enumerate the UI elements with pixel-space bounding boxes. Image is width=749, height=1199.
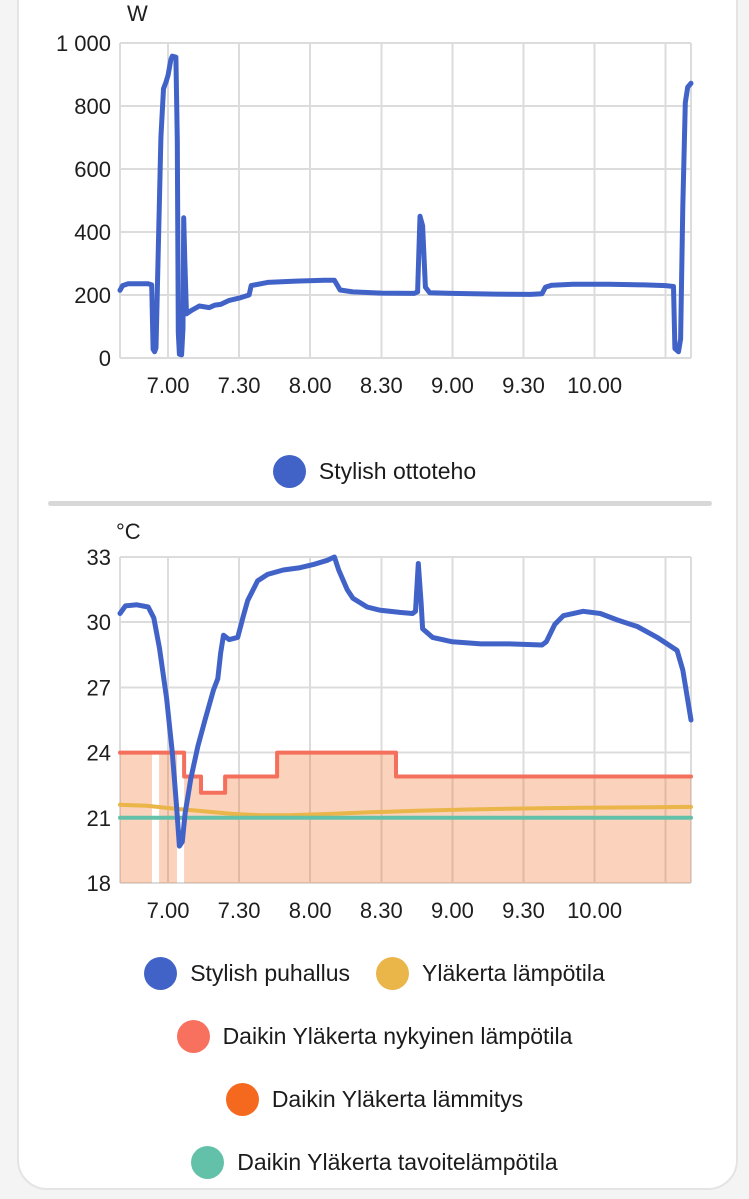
x-axis-tick-label: 10.00: [567, 373, 622, 398]
legend-row: Daikin Yläkerta tavoitelämpötila: [0, 1145, 749, 1179]
legend-label: Stylish puhallus: [190, 959, 350, 986]
y-axis-tick-label: 800: [74, 94, 111, 119]
x-axis-tick-label: 9.00: [431, 898, 474, 920]
x-axis-tick-label: 8.30: [360, 373, 403, 398]
y-axis-tick-label: 27: [87, 675, 111, 700]
legend-row: Daikin Yläkerta nykyinen lämpötila: [0, 1019, 749, 1053]
legend-item[interactable]: Daikin Yläkerta tavoitelämpötila: [191, 1145, 558, 1179]
legend-item[interactable]: Daikin Yläkerta nykyinen lämpötila: [176, 1019, 573, 1053]
legend-item[interactable]: Yläkerta lämpötila: [376, 956, 605, 990]
legend-item[interactable]: Stylish ottoteho: [272, 454, 477, 488]
legend-label: Yläkerta lämpötila: [422, 959, 605, 986]
legend-label: Stylish ottoteho: [318, 457, 477, 484]
legend-color-dot-icon: [225, 1082, 259, 1116]
x-axis-tick-label: 9.30: [502, 373, 545, 398]
x-axis-tick-label: 9.00: [431, 373, 474, 398]
legend-item[interactable]: Daikin Yläkerta lämmitys: [225, 1082, 524, 1116]
x-axis-tick-label: 8.00: [289, 898, 332, 920]
legend-color-dot-icon: [191, 1145, 225, 1179]
y-axis-tick-label: 33: [87, 545, 111, 570]
y-axis-tick-label: 18: [87, 871, 111, 896]
legend-color-dot-icon: [376, 956, 409, 990]
y-axis-tick-label: 400: [74, 220, 111, 245]
y-axis-tick-label: 600: [74, 157, 111, 182]
y-axis-tick-label: 200: [74, 283, 111, 308]
legend-row: Stylish ottoteho: [0, 454, 749, 488]
y-axis-tick-label: 1 000: [56, 31, 111, 56]
x-axis-tick-label: 8.30: [360, 898, 403, 920]
legend-label: Daikin Yläkerta tavoitelämpötila: [237, 1148, 558, 1175]
x-axis-tick-label: 7.30: [218, 898, 261, 920]
power-history-chart[interactable]: 0 200 400 600 800 1 000 7.00 7.30 8.00 8.30 9.00 9.…: [0, 0, 749, 410]
legend-item[interactable]: Stylish puhallus: [144, 956, 350, 990]
x-axis-tick-label: 10.00: [567, 898, 622, 920]
legend-color-dot-icon: [176, 1019, 210, 1053]
section-divider: [48, 501, 712, 506]
legend-color-dot-icon: [272, 454, 306, 488]
x-axis-tick-label: 7.00: [147, 898, 190, 920]
y-axis-tick-label: 0: [99, 346, 111, 371]
y-axis-tick-label: 24: [87, 741, 111, 766]
series-line: [117, 554, 694, 849]
temperature-history-chart[interactable]: 18 21 24 27 30 33 7.00 7.30 8.00 8.30 9.00 9.30 10.0…: [0, 510, 749, 920]
legend-color-dot-icon: [144, 956, 178, 990]
x-axis-tick-label: 7.30: [218, 373, 261, 398]
legend-row: Daikin Yläkerta lämmitys: [0, 1082, 749, 1116]
temperature-axis-unit: °C: [116, 519, 141, 544]
x-axis-tick-label: 7.00: [147, 373, 190, 398]
temperature-chart-legend: Stylish puhallus Yläkerta lämpötila Daikin…: [0, 956, 749, 1179]
power-axis-unit: W: [127, 1, 148, 26]
y-axis-tick-label: 30: [87, 610, 111, 635]
power-chart-legend: Stylish ottoteho: [0, 454, 749, 488]
x-axis-tick-label: 8.00: [289, 373, 332, 398]
history-dialog-card: [17, 0, 738, 1190]
legend-row: Stylish puhallus Yläkerta lämpötila: [0, 956, 749, 990]
x-axis-tick-label: 9.30: [502, 898, 545, 920]
y-axis-tick-label: 21: [87, 806, 111, 831]
legend-label: Daikin Yläkerta lämmitys: [271, 1085, 524, 1112]
series-line: [118, 750, 693, 795]
legend-label: Daikin Yläkerta nykyinen lämpötila: [222, 1022, 573, 1049]
series-line: [117, 53, 694, 358]
